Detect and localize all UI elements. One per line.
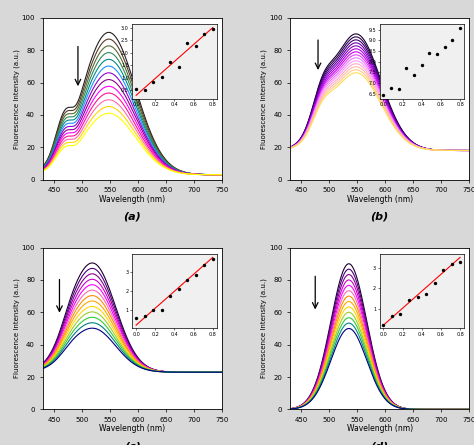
X-axis label: Wavelength (nm): Wavelength (nm) <box>346 425 413 433</box>
Y-axis label: Fluorescence Intensity (a.u.): Fluorescence Intensity (a.u.) <box>14 279 20 378</box>
Text: (b): (b) <box>371 212 389 222</box>
Text: (d): (d) <box>371 442 389 445</box>
X-axis label: Wavelength (nm): Wavelength (nm) <box>99 194 165 204</box>
Text: (c): (c) <box>124 442 141 445</box>
Y-axis label: Fluorescence Intensity (a.u.): Fluorescence Intensity (a.u.) <box>261 49 267 149</box>
X-axis label: Wavelength (nm): Wavelength (nm) <box>346 194 413 204</box>
Y-axis label: Fluorescence Intensity (a.u.): Fluorescence Intensity (a.u.) <box>14 49 20 149</box>
X-axis label: Wavelength (nm): Wavelength (nm) <box>99 425 165 433</box>
Text: (a): (a) <box>123 212 141 222</box>
Y-axis label: Fluorescence Intensity (a.u.): Fluorescence Intensity (a.u.) <box>261 279 267 378</box>
